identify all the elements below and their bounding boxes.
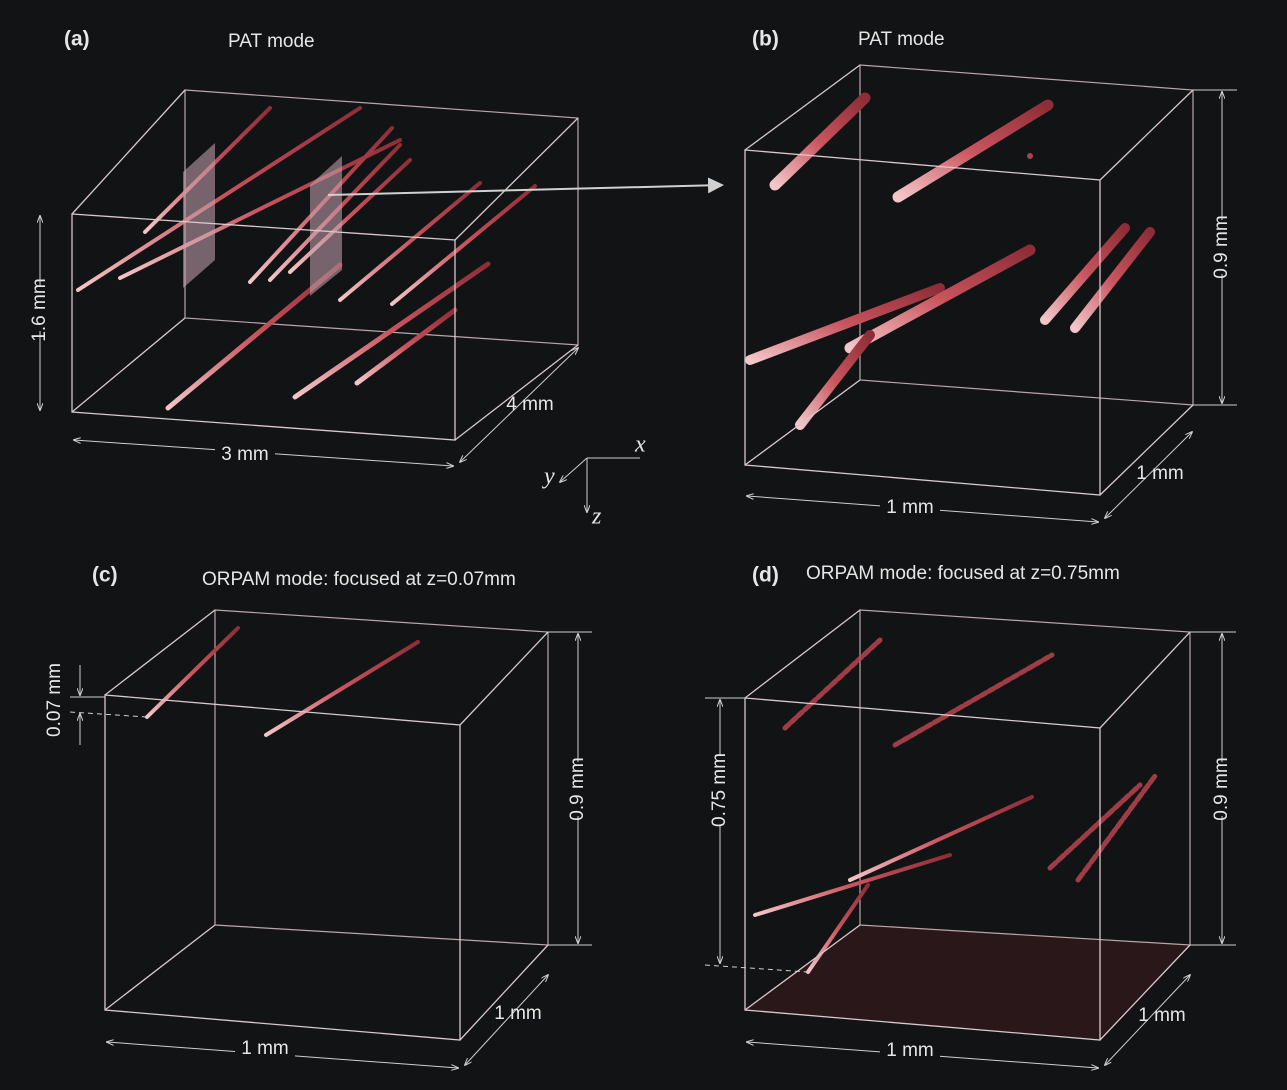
dimension-label: 4 mm: [506, 394, 554, 415]
panel-title: PAT mode: [858, 29, 945, 50]
dimension-label: 1 mm: [1138, 1005, 1186, 1026]
dimension-label: 0.9 mm: [567, 757, 588, 820]
axis-label: y: [542, 464, 555, 490]
dimension-label: 1 mm: [886, 497, 934, 518]
dimension-label: 0.75 mm: [709, 753, 730, 827]
dimension-label: 0.07 mm: [44, 663, 65, 737]
dimension-label: 1 mm: [241, 1038, 289, 1059]
panel-label: (a): [64, 28, 90, 51]
dimension-label: 3 mm: [221, 444, 269, 465]
dimension-label: 0.9 mm: [1211, 757, 1232, 820]
axis-label: z: [591, 504, 602, 530]
panel-label: (b): [752, 28, 779, 51]
dimension-label: 1.6 mm: [29, 278, 50, 341]
panel-title: PAT mode: [228, 31, 315, 52]
dimension-label: 1 mm: [886, 1040, 934, 1061]
panel-label: (d): [752, 564, 779, 587]
panel-label: (c): [92, 564, 118, 587]
dimension-label: 0.9 mm: [1211, 215, 1232, 278]
panel-title: ORPAM mode: focused at z=0.07mm: [202, 569, 516, 590]
panel-title: ORPAM mode: focused at z=0.75mm: [806, 563, 1120, 584]
dimension-label: 1 mm: [494, 1003, 542, 1024]
axis-label: x: [634, 432, 646, 458]
figure: (a) PAT mode 1.6 mm 3 mm 4 mm x y z (b) …: [0, 0, 1287, 1090]
dimension-label: 1 mm: [1136, 463, 1184, 484]
